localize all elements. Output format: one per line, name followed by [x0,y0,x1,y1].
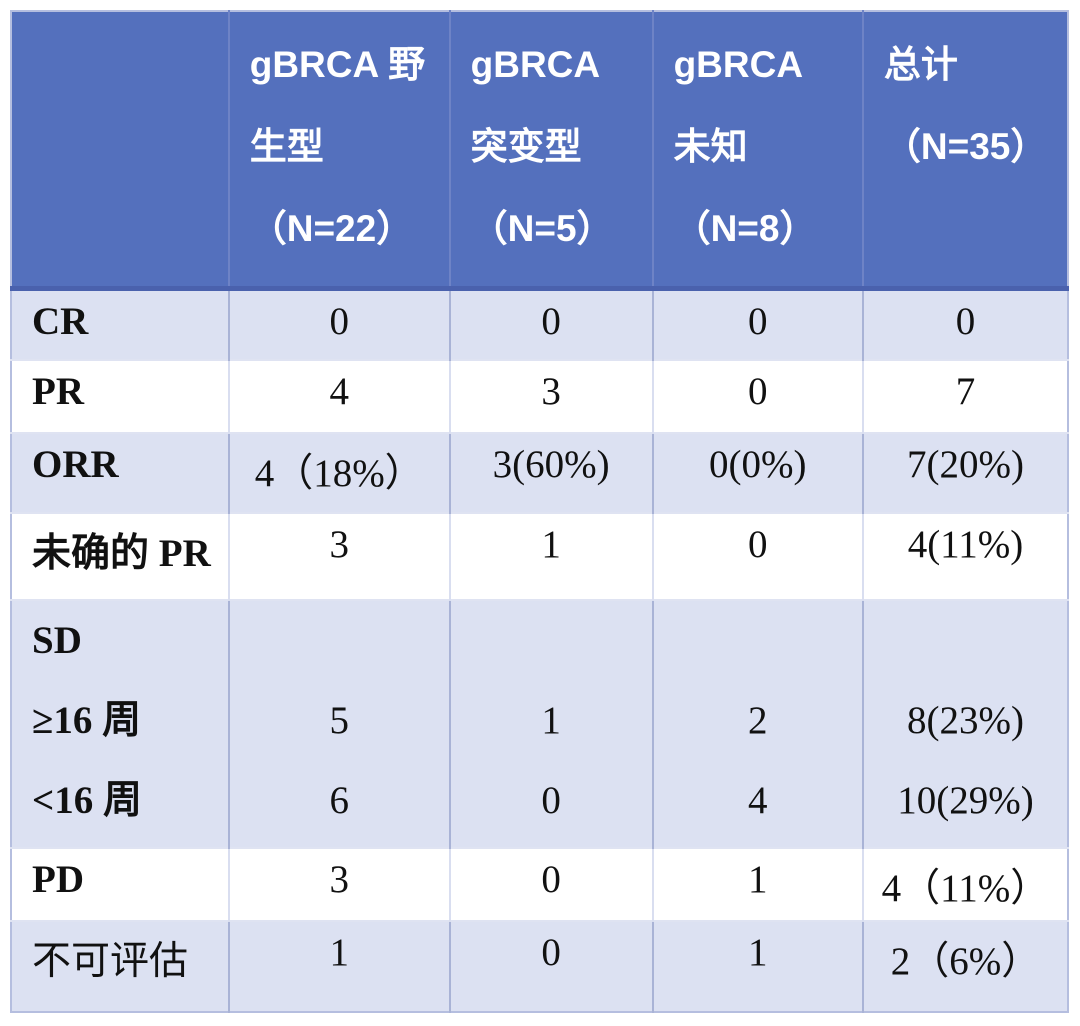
row-unconfirmed-pr: 未确的 PR 3 1 0 4(11%) [11,512,1068,600]
row-label-unconfirmed-pr: 未确的 PR [11,512,230,600]
col-header-gbrca-unknown: gBRCA 未知 （N=8） [652,11,864,291]
cell-sd-unknown: 2 4 [652,599,864,848]
header-line: gBRCA 野 [249,44,426,85]
row-label-not-evaluable: 不可评估 [11,920,230,1012]
header-line: （N=22） [249,208,414,249]
col-header-blank [11,11,230,291]
sd-ge16w-label: ≥16 周 [32,699,142,742]
cell-pr-wildtype: 4 [228,359,451,433]
cell-pd-unknown: 1 [652,847,864,921]
cell-pd-total: 4（11%） [862,847,1068,921]
header-line: （N=35） [883,126,1048,167]
cell-cr-mutant: 0 [449,287,654,360]
header-line: （N=5） [470,208,614,249]
row-sd: SD ≥16 周 <16 周 5 6 1 0 2 4 8(23%) [11,599,1068,848]
cell-cr-total: 0 [862,287,1068,360]
cell-orr-unknown: 0(0%) [652,432,864,513]
cell-pr-mutant: 3 [449,359,654,433]
cell-orr-total: 7(20%) [862,432,1068,513]
cell-unconfirmed-pr-wildtype: 3 [228,512,451,600]
results-table-container: gBRCA 野 生型 （N=22） gBRCA 突变型 （N=5） gBRCA … [10,10,1069,1013]
row-orr: ORR 4（18%） 3(60%) 0(0%) 7(20%) [11,432,1068,513]
row-pd: PD 3 0 1 4（11%） [11,847,1068,921]
row-label-sd: SD ≥16 周 <16 周 [11,599,230,848]
row-label-orr: ORR [11,432,230,513]
cell-cr-wildtype: 0 [228,287,451,360]
cell-not-evaluable-total: 2（6%） [862,920,1068,1012]
cell-unconfirmed-pr-unknown: 0 [652,512,864,600]
header-line: 总计 [883,44,958,85]
cell-orr-wildtype: 4（18%） [228,432,451,513]
row-not-evaluable: 不可评估 1 0 1 2（6%） [11,920,1068,1012]
row-cr: CR 0 0 0 0 [11,287,1068,360]
col-header-total: 总计 （N=35） [862,11,1068,291]
header-line: gBRCA [673,44,804,85]
row-label-cr: CR [11,287,230,360]
cell-cr-unknown: 0 [652,287,864,360]
cell-pd-mutant: 0 [449,847,654,921]
header-row: gBRCA 野 生型 （N=22） gBRCA 突变型 （N=5） gBRCA … [11,11,1068,291]
sd-lt16w-label: <16 周 [32,779,142,822]
row-pr: PR 4 3 0 7 [11,359,1068,433]
cell-pr-unknown: 0 [652,359,864,433]
cell-not-evaluable-wildtype: 1 [228,920,451,1012]
col-header-gbrca-wildtype: gBRCA 野 生型 （N=22） [228,11,451,291]
cell-orr-mutant: 3(60%) [449,432,654,513]
cell-unconfirmed-pr-total: 4(11%) [862,512,1068,600]
cell-sd-wildtype: 5 6 [228,599,451,848]
row-label-pr: PR [11,359,230,433]
header-line: gBRCA [470,44,601,85]
cell-not-evaluable-mutant: 0 [449,920,654,1012]
col-header-gbrca-mutant: gBRCA 突变型 （N=5） [449,11,654,291]
cell-sd-total: 8(23%) 10(29%) [862,599,1068,848]
header-line: 突变型 [470,126,582,167]
header-line [884,188,1061,270]
header-line: （N=8） [673,208,817,249]
cell-pd-wildtype: 3 [228,847,451,921]
header-line: 未知 [673,126,748,167]
results-table: gBRCA 野 生型 （N=22） gBRCA 突变型 （N=5） gBRCA … [10,10,1069,1013]
cell-not-evaluable-unknown: 1 [652,920,864,1012]
sd-label: SD [32,619,82,662]
cell-sd-mutant: 1 0 [449,599,654,848]
cell-unconfirmed-pr-mutant: 1 [449,512,654,600]
row-label-pd: PD [11,847,230,921]
header-line: 生型 [249,126,324,167]
cell-pr-total: 7 [862,359,1068,433]
